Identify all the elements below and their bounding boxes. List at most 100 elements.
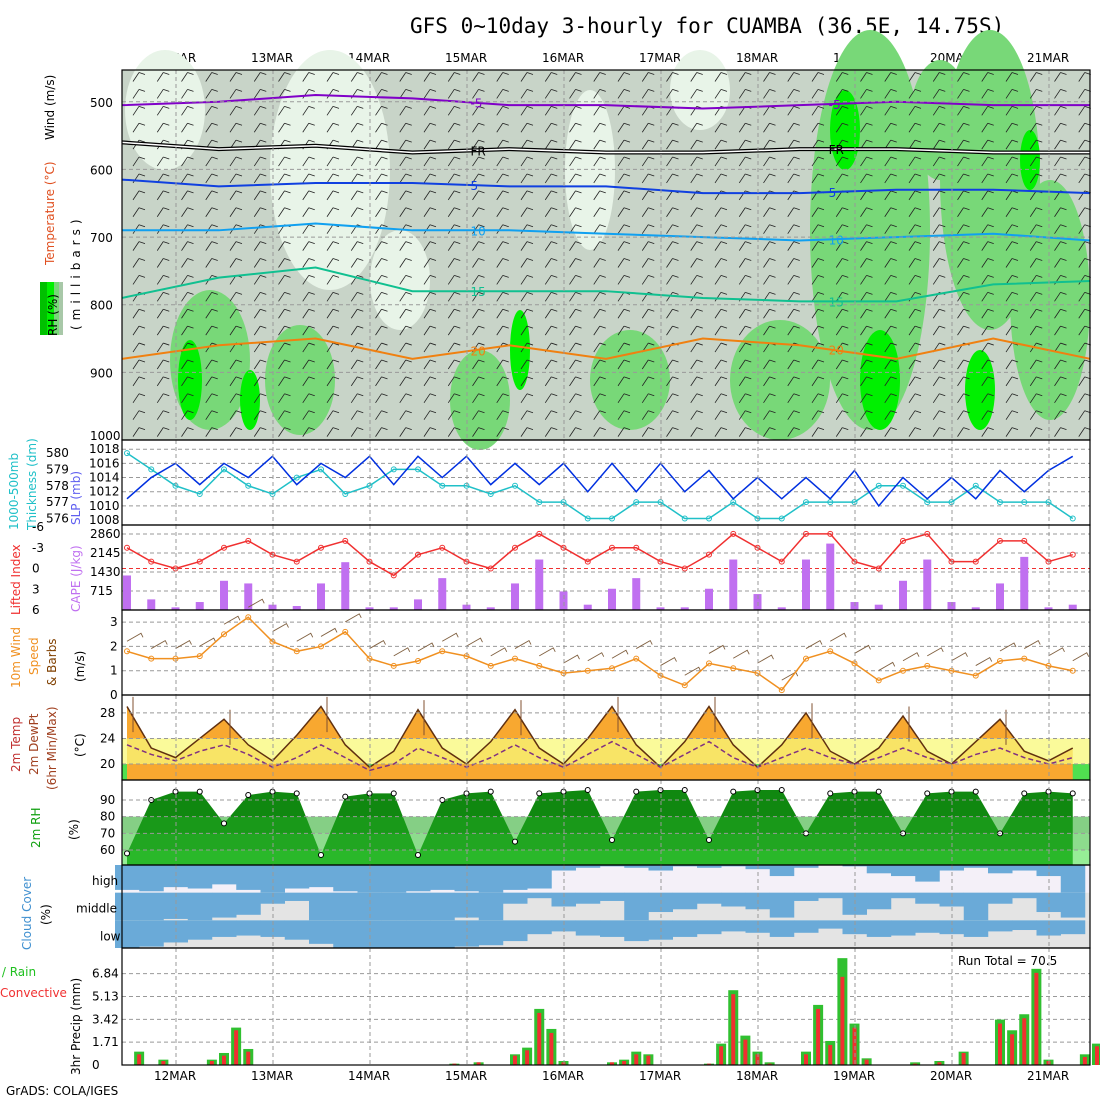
wind-barb <box>569 342 582 353</box>
wind-barb <box>253 207 267 218</box>
wind10-point <box>487 662 494 669</box>
wind-barb <box>569 308 582 319</box>
y-tick-label: 1000 <box>90 429 121 443</box>
cape-bar <box>220 580 228 610</box>
wind-barb <box>350 122 364 133</box>
wind10-point <box>536 662 543 669</box>
wind-barb <box>253 122 267 133</box>
thickness-line <box>126 452 1074 520</box>
rh-dry-region <box>270 50 390 290</box>
wind-barb <box>1029 359 1043 370</box>
wind-barb <box>399 72 412 82</box>
wind-barb <box>714 376 728 387</box>
wind-barb <box>302 258 315 268</box>
wind-barb <box>496 72 509 82</box>
cloud-bar-middle <box>939 892 964 907</box>
wind10-barb <box>1024 639 1041 649</box>
wind-barb <box>738 122 752 133</box>
wind-barb <box>690 89 703 99</box>
wind-barb <box>981 72 994 82</box>
wind-barb <box>1029 122 1043 133</box>
wind10-barb <box>126 632 144 642</box>
wind-barb <box>957 427 970 437</box>
wind-barb <box>932 72 946 82</box>
cloud-bar-low <box>333 920 358 948</box>
thickness-point <box>487 490 494 497</box>
y-tick-label: 600 <box>90 163 113 177</box>
cloud-bar-low <box>1036 920 1061 936</box>
rh2m-point <box>487 788 494 795</box>
cape-bar <box>1044 607 1053 610</box>
wind-barb <box>908 241 922 251</box>
wind10-barb <box>636 639 653 649</box>
wind-barb <box>908 376 922 387</box>
wind10-barb <box>733 649 750 659</box>
li-point <box>1045 558 1052 565</box>
wind-barb <box>714 410 728 420</box>
precip-total-bar <box>764 1062 775 1065</box>
wind-barb <box>932 105 946 116</box>
wind10-speed-label: Speed <box>27 637 41 675</box>
wind-barb <box>181 207 194 218</box>
isotherm-label: 10 <box>470 224 485 238</box>
wind-barb <box>1054 393 1067 404</box>
cloud-bar-low <box>1012 920 1037 931</box>
cloud-bar-low <box>503 920 528 942</box>
precip-conv-bar <box>137 1054 142 1065</box>
temp2m-line <box>126 705 1074 769</box>
li-tick-label: 3 <box>32 582 40 596</box>
rh2m-point <box>196 788 203 795</box>
cloud-bar-low <box>769 920 795 937</box>
wind-barb <box>835 224 849 234</box>
wind-barb <box>690 156 703 167</box>
wind-barb <box>229 241 243 251</box>
wind-barb <box>181 173 194 184</box>
thickness-point <box>584 515 591 522</box>
wind10-barb <box>175 639 192 649</box>
precip-conv-bar <box>646 1055 651 1065</box>
wind-barb <box>350 72 364 82</box>
wind10-point <box>293 648 300 655</box>
cloud-bar-middle <box>963 892 989 921</box>
isotherm-label: -5 <box>829 98 841 112</box>
wind-barb <box>350 359 364 370</box>
panel-frame <box>121 524 1091 611</box>
wind10-point <box>924 662 931 669</box>
wind10-barb <box>320 627 338 637</box>
cloud-bar-middle <box>430 892 455 921</box>
wind10-point <box>390 662 397 669</box>
wind10-point <box>245 614 252 621</box>
wind-barb <box>617 207 631 218</box>
wind-barb <box>399 139 412 150</box>
precip-conv-bar <box>913 1063 918 1065</box>
dewpt-line <box>126 740 1073 772</box>
wind-barb <box>156 241 170 251</box>
wind-barb <box>835 89 849 99</box>
wind-barb <box>569 241 582 251</box>
wind-barb <box>811 427 825 437</box>
day-label-bottom: 18MAR <box>736 1069 778 1083</box>
wind-barb <box>690 224 703 234</box>
wind-barb <box>641 427 655 437</box>
wind-barb <box>690 241 703 251</box>
thickness-point <box>512 482 518 489</box>
wind-barb <box>1005 393 1019 404</box>
wind-barb <box>181 241 194 251</box>
wind-barb <box>884 427 897 437</box>
li-point <box>366 558 373 565</box>
day-label-top: 14MAR <box>348 51 390 65</box>
thickness-point <box>148 466 155 473</box>
li-point <box>196 558 203 565</box>
cape-bar <box>656 607 665 610</box>
wind10-barbs-label: & Barbs <box>45 638 59 686</box>
wind-barb <box>544 359 558 370</box>
wind-barb <box>932 190 946 201</box>
wind-barb <box>520 72 534 82</box>
wind10-barb <box>684 666 702 676</box>
wind-barb <box>666 427 679 437</box>
thickness-point <box>318 466 324 473</box>
cloud-bar-low <box>309 920 334 944</box>
isotherm-line <box>122 222 1091 242</box>
precip-conv-bar <box>731 994 736 1065</box>
li-point <box>148 558 155 565</box>
